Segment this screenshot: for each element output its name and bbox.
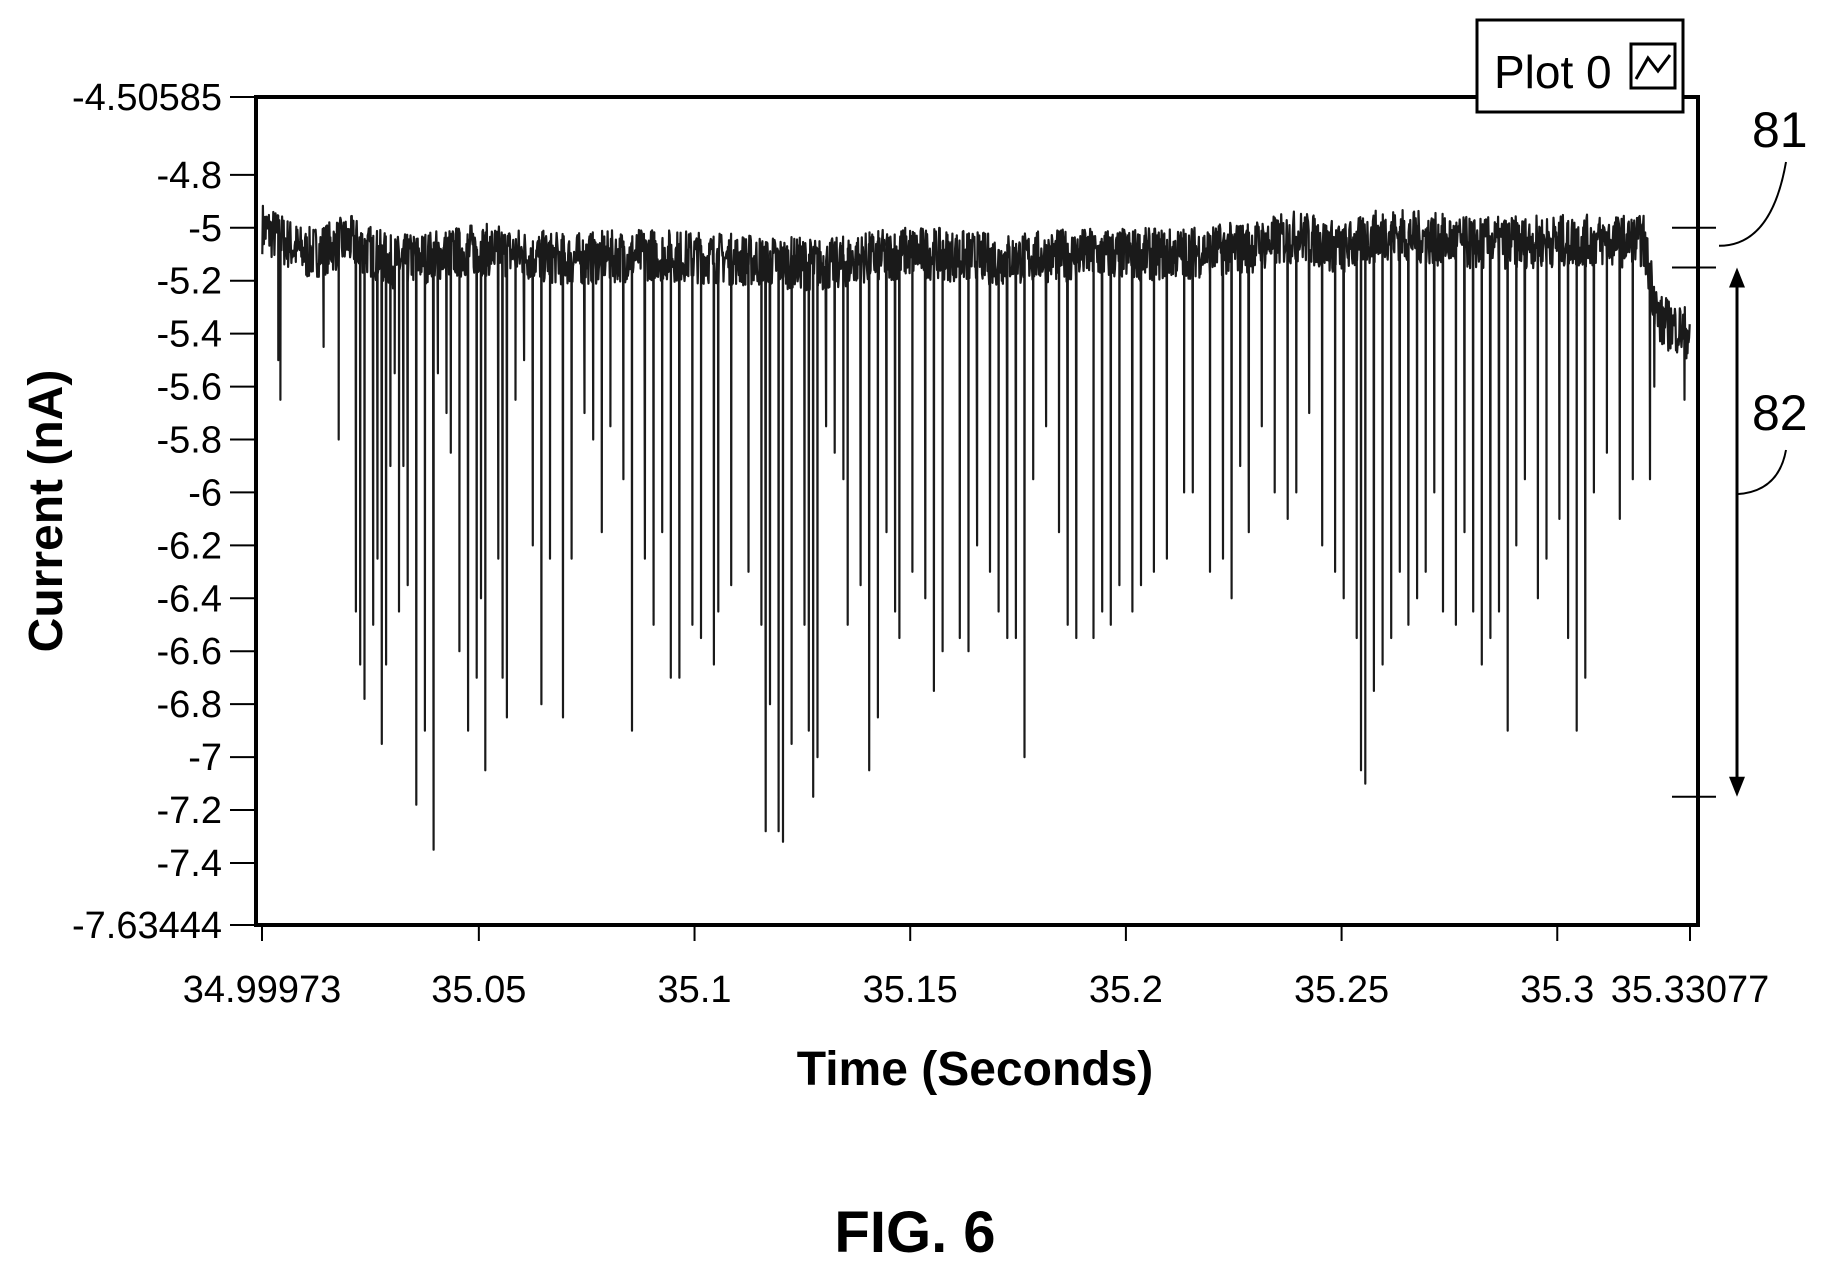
- legend: Plot 0: [1475, 18, 1685, 114]
- y-axis-title: Current (nA): [20, 370, 73, 653]
- y-tick-label: -5.8: [157, 420, 222, 462]
- y-axis: -4.50585 -4.8 -5 -5.2 -5.4 -5.6 -5.8 -6 -6.2 -6.4…: [72, 77, 256, 947]
- x-tick-label: 35.2: [1089, 969, 1163, 1011]
- y-tick-label: -4.50585: [72, 77, 222, 119]
- y-tick-label: -6.6: [157, 631, 222, 673]
- y-tick-label: -6.8: [157, 684, 222, 726]
- label-82: 82: [1752, 385, 1808, 441]
- y-tick-label: -7.63444: [72, 905, 222, 947]
- label-81: 81: [1752, 102, 1808, 158]
- y-tick-label: -7.4: [157, 843, 222, 885]
- leader-81: [1718, 161, 1787, 247]
- legend-box: [1475, 18, 1685, 114]
- x-tick-label: 35.25: [1294, 969, 1389, 1011]
- trace-line: [261, 204, 1691, 851]
- y-tick-label: -7: [188, 737, 222, 779]
- x-tick-label: 34.99973: [183, 969, 342, 1011]
- x-tick-label: 35.05: [431, 969, 526, 1011]
- x-tick-label: 35.3: [1520, 969, 1594, 1011]
- y-tick-label: -4.8: [157, 155, 222, 197]
- x-tick-label: 35.15: [863, 969, 958, 1011]
- current-trace: [261, 204, 1691, 851]
- line-sample-icon: [1629, 42, 1677, 90]
- x-tick-label: 35.33077: [1611, 969, 1770, 1011]
- arrow-head-top: [1729, 267, 1745, 288]
- leader-82: [1736, 449, 1787, 496]
- x-tick-label: 35.1: [658, 969, 732, 1011]
- x-axis-title: Time (Seconds): [797, 1043, 1154, 1096]
- y-tick-label: -5.6: [157, 367, 222, 409]
- y-tick-label: -7.2: [157, 790, 222, 832]
- y-tick-label: -6.2: [157, 525, 222, 567]
- legend-label: Plot 0: [1494, 46, 1612, 98]
- y-tick-label: -5.4: [157, 314, 222, 356]
- y-tick-label: -6.4: [157, 578, 222, 620]
- x-axis: 34.99973 35.05 35.1 35.15 35.2 35.25 35.3 35.33…: [183, 925, 1770, 1011]
- reference-annotations: 81 82: [1672, 102, 1808, 798]
- arrow-head-bottom: [1729, 776, 1745, 797]
- y-tick-label: -6: [188, 472, 222, 514]
- figure-caption: FIG. 6: [834, 1200, 995, 1265]
- y-tick-label: -5: [188, 208, 222, 250]
- y-tick-label: -5.2: [157, 261, 222, 303]
